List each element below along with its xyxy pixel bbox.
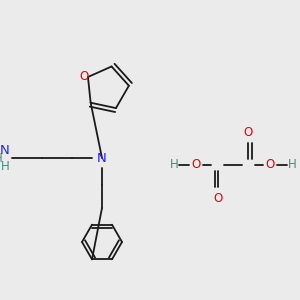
Text: H: H [0,152,2,164]
Text: H: H [288,158,296,172]
Text: H: H [169,158,178,172]
Text: O: O [213,191,223,205]
Text: O: O [79,70,88,83]
Text: N: N [97,152,107,164]
Text: O: O [243,125,253,139]
Text: N: N [0,143,10,157]
Text: O: O [266,158,274,172]
Text: H: H [1,160,9,172]
Text: O: O [191,158,201,172]
